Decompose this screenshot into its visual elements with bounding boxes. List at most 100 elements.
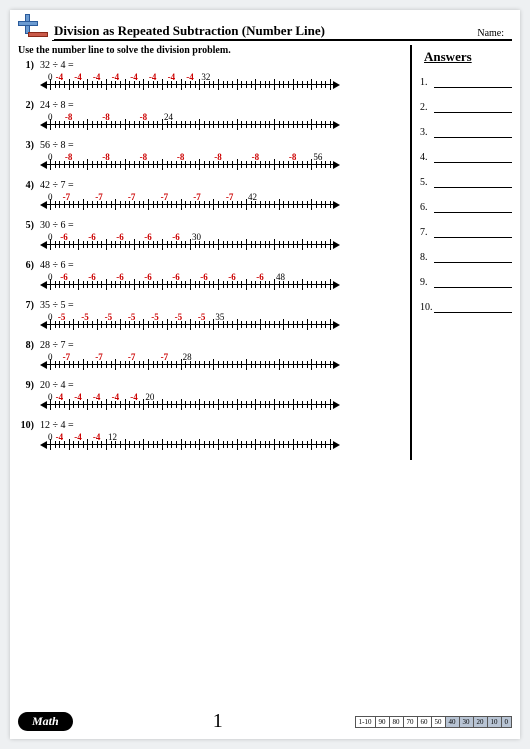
hop-label: -7 bbox=[128, 352, 136, 362]
hop-label: -8 bbox=[65, 152, 73, 162]
arrow-right-icon bbox=[333, 161, 340, 169]
label-zero: 0 bbox=[48, 272, 53, 282]
hop-label: -5 bbox=[175, 312, 183, 322]
problem-row: 4)42 ÷ 7 =042-7-7-7-7-7-7 bbox=[18, 180, 406, 214]
hop-label: -6 bbox=[256, 272, 264, 282]
answer-number: 5. bbox=[420, 177, 434, 188]
hop-label: -4 bbox=[149, 72, 157, 82]
problem-equation: 35 ÷ 5 = bbox=[40, 300, 406, 311]
label-end: 30 bbox=[192, 232, 201, 242]
problem-equation: 42 ÷ 7 = bbox=[40, 180, 406, 191]
arrow-right-icon bbox=[333, 281, 340, 289]
problem-row: 3)56 ÷ 8 =056-8-8-8-8-8-8-8 bbox=[18, 140, 406, 174]
arrow-right-icon bbox=[333, 121, 340, 129]
arrow-left-icon bbox=[40, 361, 47, 369]
answer-number: 7. bbox=[420, 227, 434, 238]
arrow-left-icon bbox=[40, 401, 47, 409]
label-zero: 0 bbox=[48, 432, 53, 442]
hop-label: -8 bbox=[102, 152, 110, 162]
arrow-left-icon bbox=[40, 441, 47, 449]
problem-row: 10)12 ÷ 4 =012-4-4-4 bbox=[18, 420, 406, 454]
plus-minus-logo bbox=[18, 16, 48, 40]
problem-number: 1) bbox=[18, 60, 34, 71]
page-number: 1 bbox=[213, 710, 223, 733]
hop-label: -8 bbox=[65, 112, 73, 122]
label-end: 24 bbox=[164, 112, 173, 122]
hop-label: -7 bbox=[95, 352, 103, 362]
answer-blank-line bbox=[434, 278, 512, 288]
hop-label: -6 bbox=[144, 232, 152, 242]
answer-blank-line bbox=[434, 253, 512, 263]
hop-label: -4 bbox=[56, 392, 64, 402]
answer-blank-row: 7. bbox=[420, 227, 512, 238]
label-zero: 0 bbox=[48, 352, 53, 362]
arrow-left-icon bbox=[40, 201, 47, 209]
answer-blank-row: 1. bbox=[420, 77, 512, 88]
label-zero: 0 bbox=[48, 152, 53, 162]
label-end: 48 bbox=[276, 272, 285, 282]
arrow-left-icon bbox=[40, 161, 47, 169]
hop-label: -7 bbox=[128, 192, 136, 202]
hop-label: -5 bbox=[105, 312, 113, 322]
problem-equation: 24 ÷ 8 = bbox=[40, 100, 406, 111]
hop-label: -4 bbox=[112, 72, 120, 82]
answer-blank-line bbox=[434, 178, 512, 188]
hop-label: -7 bbox=[95, 192, 103, 202]
answers-title: Answers bbox=[424, 49, 512, 65]
instruction-text: Use the number line to solve the divisio… bbox=[18, 45, 406, 56]
answer-number: 6. bbox=[420, 202, 434, 213]
hop-label: -6 bbox=[88, 272, 96, 282]
scale-cell: 20 bbox=[473, 716, 488, 728]
arrow-right-icon bbox=[333, 441, 340, 449]
label-end: 42 bbox=[248, 192, 257, 202]
problem-equation: 30 ÷ 6 = bbox=[40, 220, 406, 231]
hop-label: -6 bbox=[60, 232, 68, 242]
scale-cell: 80 bbox=[389, 716, 404, 728]
hop-label: -8 bbox=[140, 112, 148, 122]
answer-blank-row: 2. bbox=[420, 102, 512, 113]
hop-label: -8 bbox=[289, 152, 297, 162]
number-line: 056-8-8-8-8-8-8-8 bbox=[40, 152, 340, 174]
arrow-left-icon bbox=[40, 81, 47, 89]
answer-blank-line bbox=[434, 128, 512, 138]
hop-label: -4 bbox=[93, 432, 101, 442]
hop-label: -4 bbox=[112, 392, 120, 402]
scale-cell: 60 bbox=[417, 716, 432, 728]
answer-number: 8. bbox=[420, 252, 434, 263]
arrow-left-icon bbox=[40, 281, 47, 289]
answer-number: 1. bbox=[420, 77, 434, 88]
problem-number: 2) bbox=[18, 100, 34, 111]
hop-label: -5 bbox=[198, 312, 206, 322]
arrow-left-icon bbox=[40, 321, 47, 329]
hop-label: -6 bbox=[172, 272, 180, 282]
number-line: 024-8-8-8 bbox=[40, 112, 340, 134]
answer-blank-line bbox=[434, 303, 512, 313]
hop-label: -4 bbox=[74, 432, 82, 442]
hop-label: -4 bbox=[56, 72, 64, 82]
label-zero: 0 bbox=[48, 392, 53, 402]
hop-label: -4 bbox=[130, 72, 138, 82]
answer-blank-line bbox=[434, 103, 512, 113]
hop-label: -6 bbox=[88, 232, 96, 242]
answer-number: 9. bbox=[420, 277, 434, 288]
hop-label: -6 bbox=[60, 272, 68, 282]
hop-label: -8 bbox=[252, 152, 260, 162]
hop-label: -5 bbox=[58, 312, 66, 322]
hop-label: -7 bbox=[161, 352, 169, 362]
problem-number: 8) bbox=[18, 340, 34, 351]
problem-number: 10) bbox=[18, 420, 34, 431]
hop-label: -8 bbox=[140, 152, 148, 162]
answer-number: 4. bbox=[420, 152, 434, 163]
number-line: 042-7-7-7-7-7-7 bbox=[40, 192, 340, 214]
hop-label: -8 bbox=[177, 152, 185, 162]
answer-number: 10. bbox=[420, 302, 434, 313]
problem-number: 6) bbox=[18, 260, 34, 271]
hop-label: -4 bbox=[56, 432, 64, 442]
hop-label: -7 bbox=[63, 192, 71, 202]
label-zero: 0 bbox=[48, 72, 53, 82]
arrow-left-icon bbox=[40, 121, 47, 129]
hop-label: -4 bbox=[93, 392, 101, 402]
hop-label: -4 bbox=[74, 392, 82, 402]
arrow-right-icon bbox=[333, 241, 340, 249]
hop-label: -5 bbox=[128, 312, 136, 322]
